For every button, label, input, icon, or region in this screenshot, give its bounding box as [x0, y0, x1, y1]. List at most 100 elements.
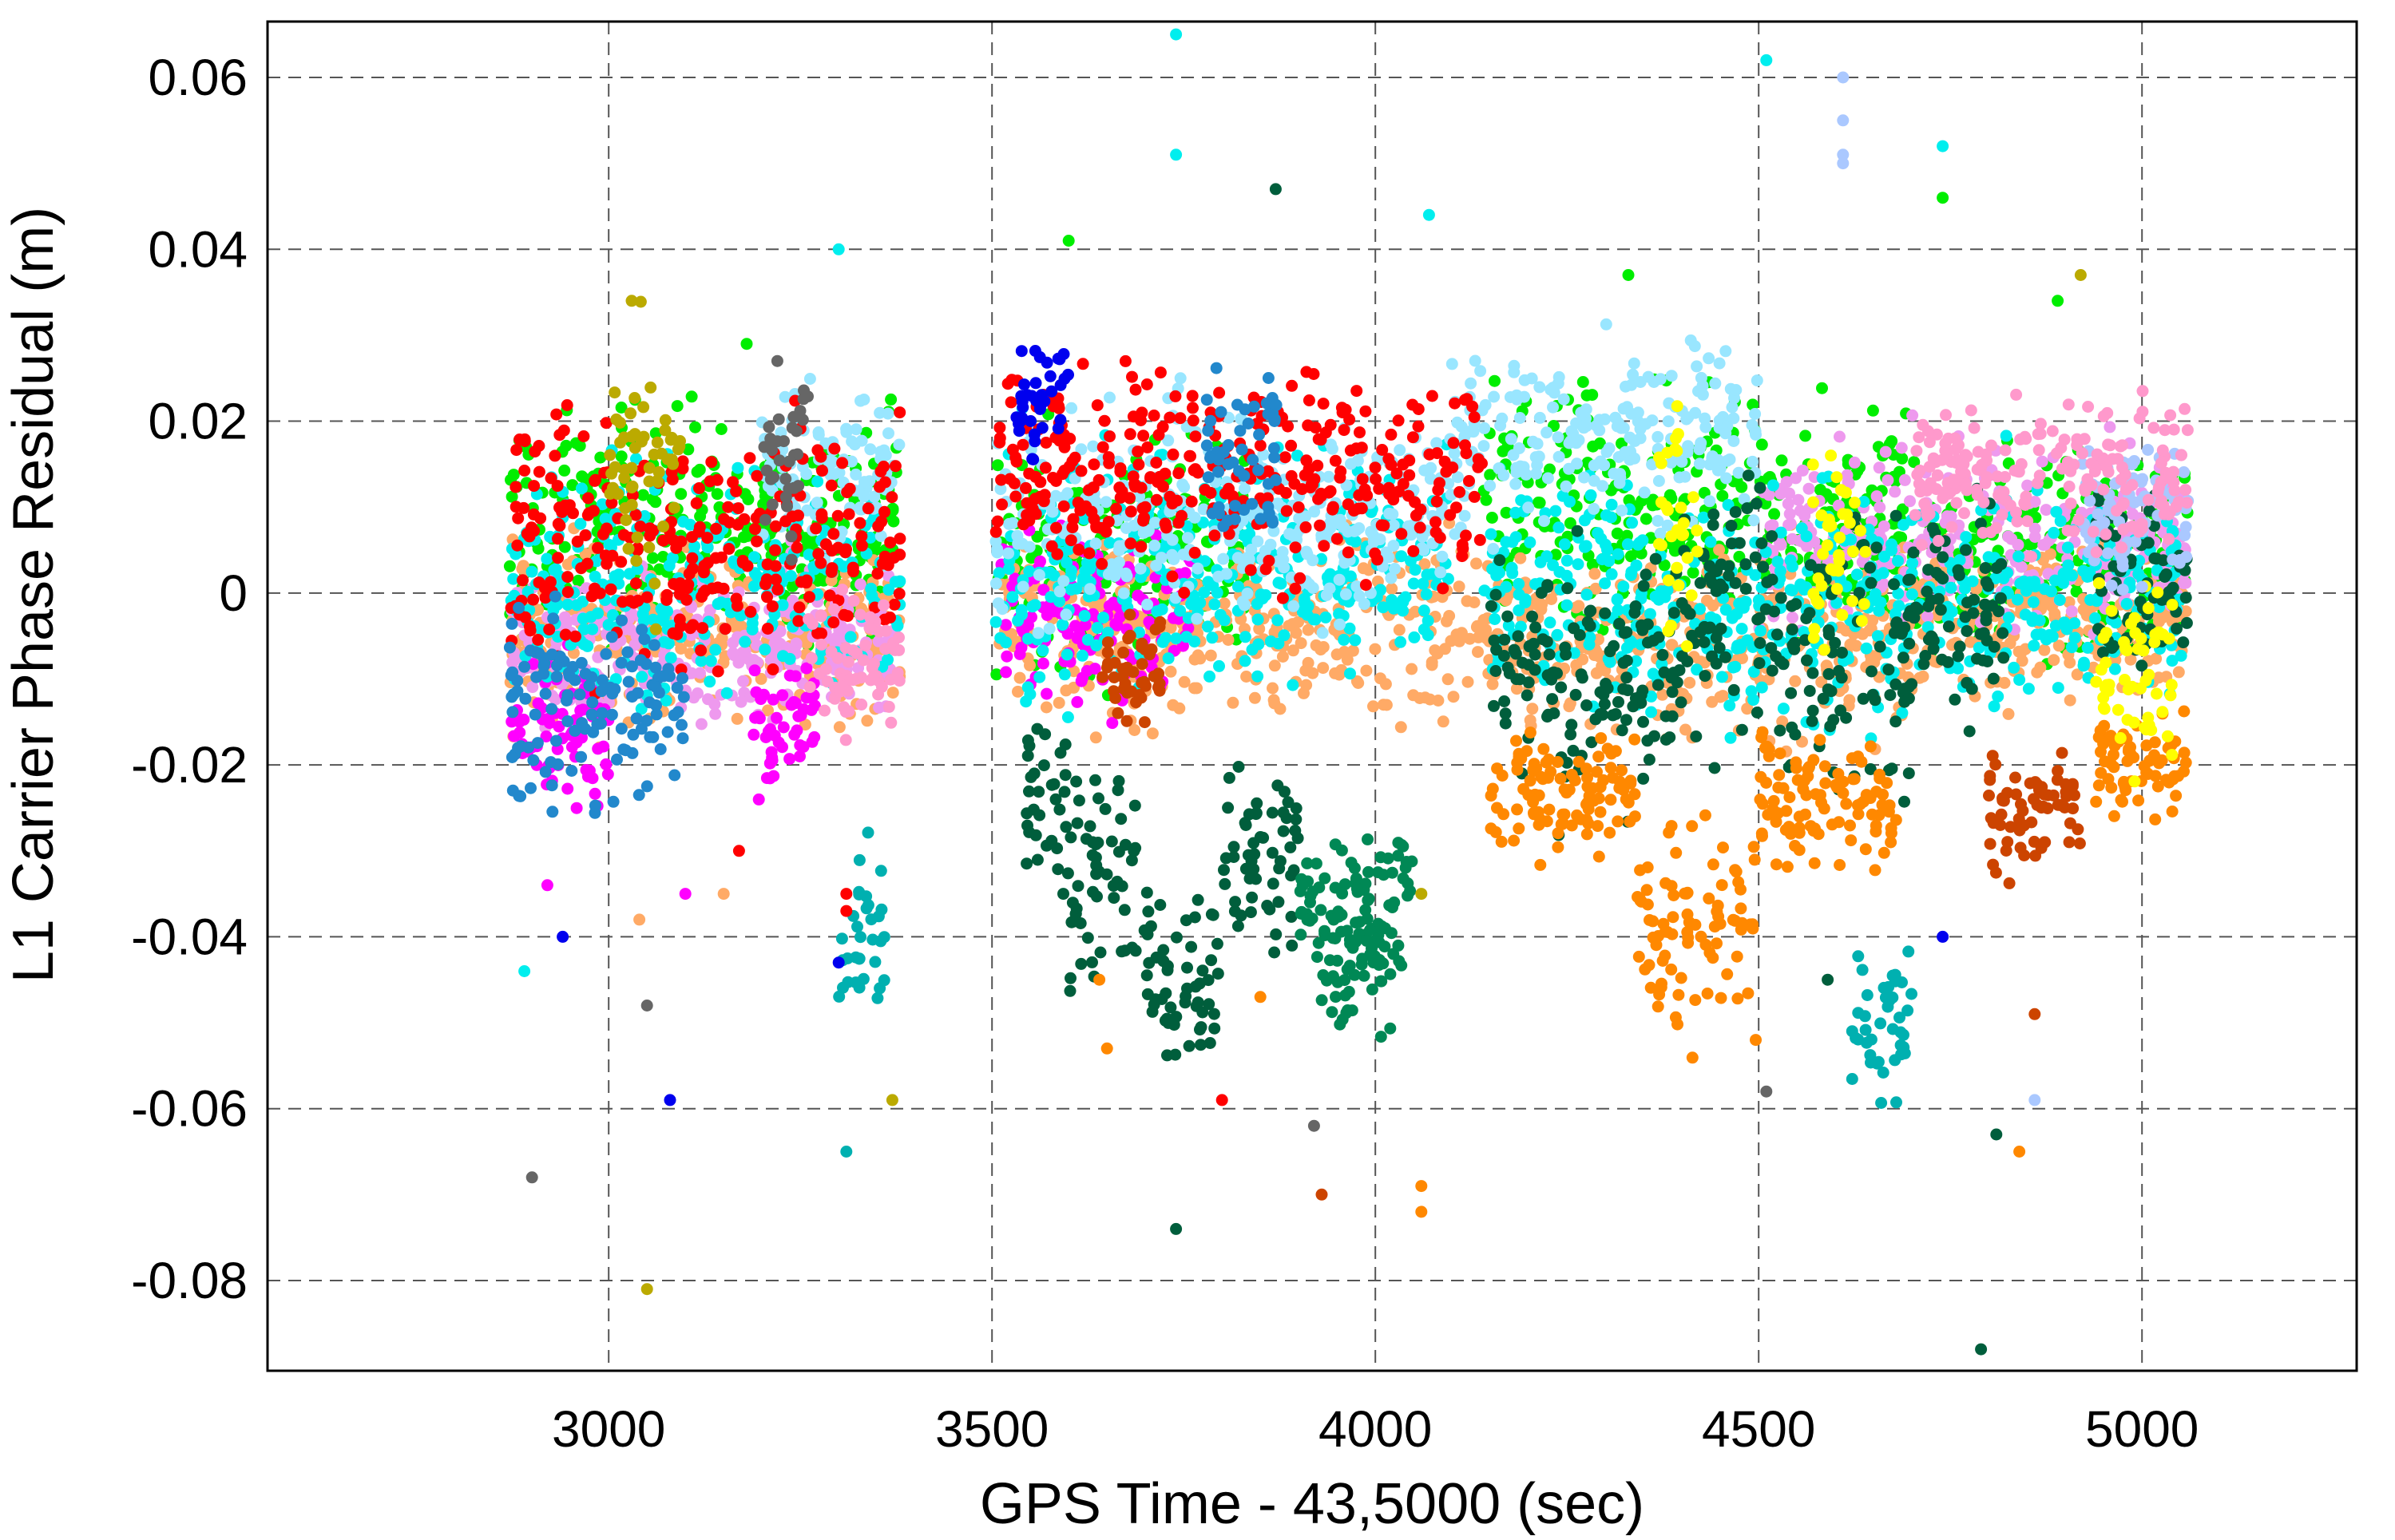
- data-point: [1337, 521, 1350, 533]
- data-point: [1747, 398, 1759, 411]
- data-point: [532, 697, 545, 710]
- data-point: [2052, 639, 2065, 652]
- data-point: [1485, 528, 1497, 540]
- data-point: [861, 715, 874, 727]
- data-point: [815, 556, 827, 569]
- data-point: [1846, 637, 1858, 650]
- data-point: [1941, 510, 1953, 523]
- data-point: [766, 600, 779, 612]
- data-point: [889, 576, 902, 588]
- data-point: [1211, 586, 1223, 599]
- data-point: [1595, 532, 1608, 545]
- data-point: [1203, 670, 1215, 683]
- data-point: [2057, 568, 2070, 580]
- data-point: [2048, 608, 2061, 620]
- data-point: [747, 728, 760, 741]
- data-point: [1871, 630, 1884, 643]
- data-point: [1238, 529, 1251, 542]
- data-point: [1945, 581, 1957, 594]
- data-point: [543, 624, 556, 635]
- data-points: [503, 28, 2195, 1356]
- data-point: [1407, 577, 1420, 590]
- data-point: [1441, 673, 1454, 686]
- data-point: [1287, 679, 1299, 691]
- data-point: [1251, 670, 1264, 683]
- data-point: [1904, 495, 1916, 508]
- data-point: [1749, 408, 1762, 420]
- data-point: [1775, 454, 1788, 467]
- data-point: [1552, 377, 1564, 390]
- data-point: [1877, 567, 1889, 580]
- data-point: [2175, 649, 2187, 662]
- data-point: [1892, 555, 1904, 568]
- data-point: [1830, 596, 1843, 609]
- data-point: [1380, 699, 1393, 711]
- data-point: [1905, 988, 1917, 1000]
- data-point: [840, 1146, 853, 1158]
- data-point: [1307, 667, 1319, 679]
- data-point: [753, 712, 766, 725]
- data-point: [882, 427, 894, 440]
- data-point: [1089, 495, 1101, 508]
- data-point: [1188, 589, 1200, 602]
- data-point: [885, 393, 898, 406]
- data-point: [517, 574, 529, 587]
- data-point: [762, 704, 774, 717]
- data-point: [711, 488, 724, 501]
- data-point: [1322, 470, 1335, 483]
- data-point: [1191, 612, 1203, 625]
- data-point: [1735, 481, 1748, 493]
- data-point: [1097, 612, 1109, 624]
- data-point: [1701, 594, 1713, 607]
- data-point: [1586, 389, 1599, 402]
- data-point: [1044, 603, 1057, 616]
- data-point: [1755, 624, 1767, 637]
- data-point: [846, 435, 858, 448]
- data-point: [800, 468, 813, 481]
- data-point: [710, 522, 723, 535]
- data-point: [1798, 509, 1811, 522]
- data-point: [1897, 1028, 1909, 1041]
- data-point: [1034, 555, 1046, 568]
- data-point: [832, 243, 845, 255]
- data-point: [589, 570, 601, 583]
- data-point: [1448, 447, 1461, 460]
- data-point: [1239, 655, 1251, 667]
- data-point: [586, 623, 599, 635]
- data-point: [1397, 604, 1410, 617]
- data-point: [603, 539, 616, 551]
- data-point: [601, 768, 614, 781]
- data-point: [1162, 434, 1175, 447]
- data-point: [727, 476, 740, 489]
- data-point: [1626, 636, 1638, 649]
- data-point: [1714, 691, 1727, 703]
- data-point: [1037, 657, 1049, 670]
- data-point: [1081, 633, 1094, 646]
- data-point: [660, 588, 673, 601]
- data-point: [1747, 514, 1760, 527]
- data-point: [1556, 489, 1569, 502]
- data-point: [2084, 566, 2096, 579]
- series-sat-f: [755, 318, 1763, 639]
- data-point: [1424, 473, 1437, 485]
- data-point: [757, 498, 770, 511]
- data-point: [1343, 622, 1356, 635]
- data-point: [1737, 601, 1750, 614]
- data-point: [719, 623, 732, 635]
- data-point: [1560, 480, 1572, 493]
- data-point: [1902, 945, 1915, 958]
- data-point: [1500, 594, 1513, 607]
- data-point: [585, 611, 597, 624]
- data-point: [862, 826, 874, 839]
- data-point: [835, 932, 848, 945]
- data-point: [1149, 517, 1161, 529]
- data-point: [1624, 550, 1637, 563]
- data-point: [2034, 661, 2047, 674]
- data-point: [646, 552, 659, 564]
- data-point: [994, 631, 1007, 644]
- data-point: [803, 548, 815, 561]
- data-point: [1960, 531, 1973, 544]
- data-point: [1731, 642, 1743, 655]
- data-point: [512, 512, 525, 525]
